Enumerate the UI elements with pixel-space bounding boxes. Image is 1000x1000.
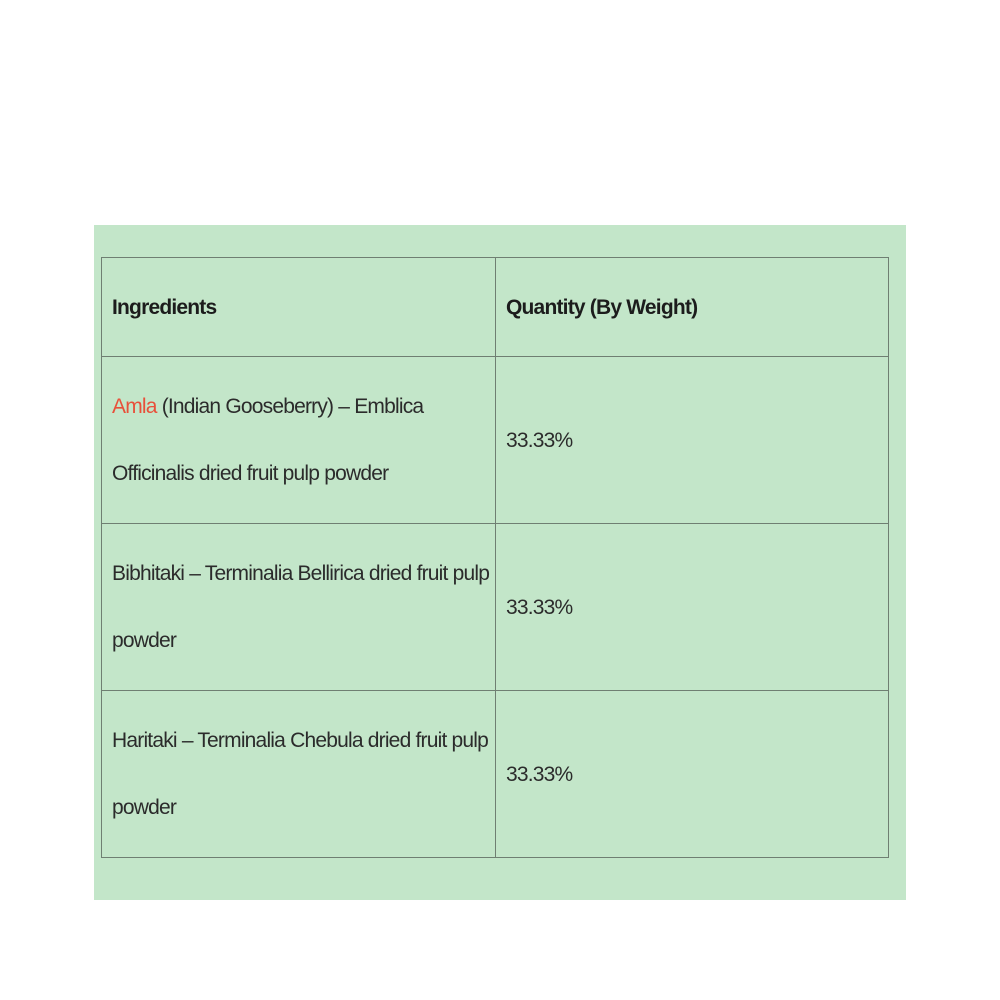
ingredient-text: Haritaki – Terminalia Chebula dried frui… bbox=[112, 729, 489, 819]
ingredients-table: Ingredients Quantity (By Weight) Amla (I… bbox=[101, 257, 889, 858]
quantity-cell: 33.33% bbox=[495, 356, 889, 524]
header-quantity-label: Quantity (By Weight) bbox=[506, 295, 698, 319]
header-ingredients-label: Ingredients bbox=[112, 295, 217, 319]
quantity-value: 33.33% bbox=[506, 595, 573, 619]
amla-link[interactable]: Amla bbox=[112, 395, 157, 418]
quantity-cell: 33.33% bbox=[495, 523, 889, 691]
quantity-value: 33.33% bbox=[506, 762, 573, 786]
ingredient-text: (Indian Gooseberry) – Emblica Officinali… bbox=[112, 395, 424, 485]
header-quantity: Quantity (By Weight) bbox=[495, 257, 889, 357]
table-row: Bibhitaki – Terminalia Bellirica dried f… bbox=[101, 523, 889, 691]
table-row: Amla (Indian Gooseberry) – Emblica Offic… bbox=[101, 356, 889, 524]
ingredient-cell: Bibhitaki – Terminalia Bellirica dried f… bbox=[101, 523, 496, 691]
quantity-value: 33.33% bbox=[506, 428, 573, 452]
quantity-cell: 33.33% bbox=[495, 690, 889, 858]
ingredient-text: Bibhitaki – Terminalia Bellirica dried f… bbox=[112, 562, 490, 652]
ingredient-cell: Amla (Indian Gooseberry) – Emblica Offic… bbox=[101, 356, 496, 524]
table-header-row: Ingredients Quantity (By Weight) bbox=[101, 257, 889, 357]
header-ingredients: Ingredients bbox=[101, 257, 496, 357]
table-row: Haritaki – Terminalia Chebula dried frui… bbox=[101, 690, 889, 858]
ingredient-cell: Haritaki – Terminalia Chebula dried frui… bbox=[101, 690, 496, 858]
